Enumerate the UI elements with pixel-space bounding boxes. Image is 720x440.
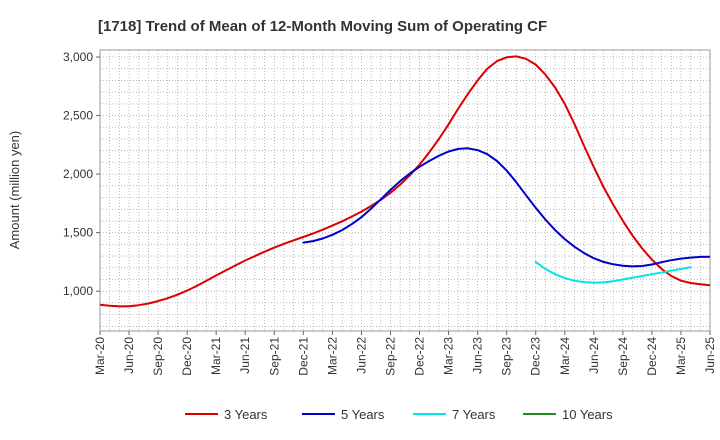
x-tick-label: Mar-23: [442, 337, 456, 375]
y-tick-label: 2,500: [63, 109, 93, 123]
legend-label-10-years: 10 Years: [562, 407, 613, 422]
x-tick-label: Sep-23: [500, 337, 514, 376]
chart-title: [1718] Trend of Mean of 12-Month Moving …: [98, 18, 547, 35]
x-tick-label: Jun-25: [703, 337, 717, 374]
x-tick-label: Sep-20: [151, 337, 165, 376]
x-tick-label: Jun-20: [122, 337, 136, 374]
y-tick-label: 2,000: [63, 167, 93, 181]
gridlines: [100, 50, 710, 331]
x-tick-label: Dec-24: [645, 337, 659, 376]
y-tick-label: 3,000: [63, 50, 93, 64]
x-tick-label: Jun-24: [587, 337, 601, 374]
x-tick-label: Dec-21: [296, 337, 310, 376]
legend-label-5-years: 5 Years: [341, 407, 385, 422]
legend-label-3-years: 3 Years: [224, 407, 268, 422]
x-tick-label: Mar-21: [209, 337, 223, 375]
legend-label-7-years: 7 Years: [452, 407, 496, 422]
x-tick-label: Mar-24: [558, 337, 572, 375]
x-tick-label: Mar-20: [93, 337, 107, 375]
x-tick-label: Dec-20: [180, 337, 194, 376]
x-tick-label: Jun-21: [238, 337, 252, 374]
plot-area-frame: [99, 49, 711, 332]
x-tick-label: Jun-23: [471, 337, 485, 374]
series-lines: [100, 55, 710, 308]
y-axis: 1,000 1,500 2,000 2,500 3,000: [63, 50, 100, 298]
series-line-7-years: [534, 260, 692, 284]
x-tick-label: Jun-22: [354, 337, 368, 374]
x-tick-label: Mar-25: [674, 337, 688, 375]
y-tick-label: 1,000: [63, 284, 93, 298]
legend: 3 Years 5 Years 7 Years 10 Years: [185, 407, 613, 422]
x-tick-label: Sep-22: [383, 337, 397, 376]
y-axis-label: Amount (million yen): [7, 131, 22, 250]
x-tick-label: Dec-22: [413, 337, 427, 376]
series-line-5-years: [302, 147, 710, 268]
x-axis: Mar-20 Jun-20 Sep-20 Dec-20 Mar-21 Jun-21 Sep-…: [93, 331, 717, 376]
x-tick-label: Dec-23: [529, 337, 543, 376]
x-tick-label: Sep-21: [267, 337, 281, 376]
x-tick-label: Mar-22: [325, 337, 339, 375]
x-tick-label: Sep-24: [616, 337, 630, 376]
y-tick-label: 1,500: [63, 226, 93, 240]
